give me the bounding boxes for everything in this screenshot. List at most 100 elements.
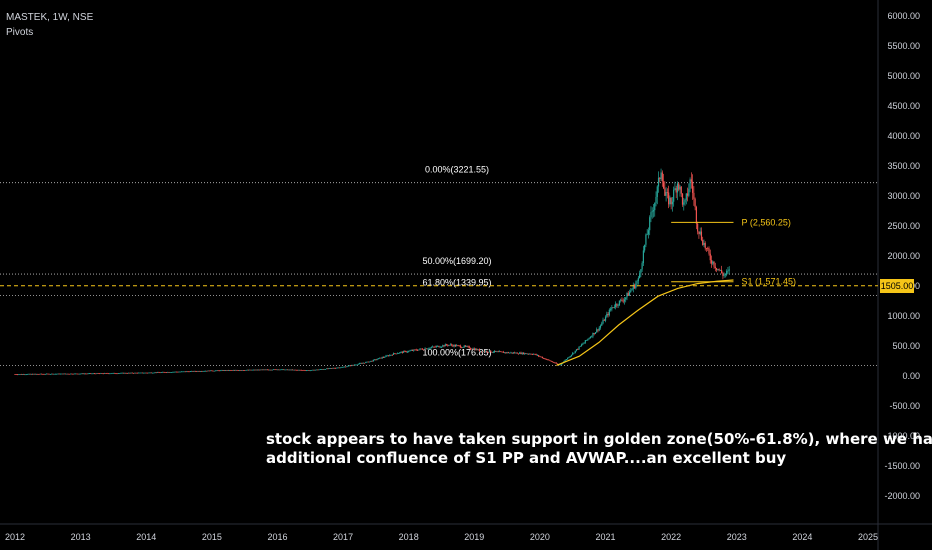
candle-body bbox=[717, 269, 719, 270]
candle-body bbox=[285, 369, 287, 371]
candle-body bbox=[122, 372, 125, 374]
candle-body bbox=[617, 305, 619, 306]
candle-body bbox=[517, 353, 520, 355]
candle-body bbox=[444, 344, 446, 347]
candle-body bbox=[100, 373, 102, 374]
candle-body bbox=[144, 372, 146, 374]
candle-body bbox=[192, 371, 194, 372]
candle-body bbox=[669, 197, 671, 205]
candle-body bbox=[420, 348, 422, 350]
candle-body bbox=[207, 370, 209, 372]
candle-body bbox=[299, 369, 301, 371]
candle-body bbox=[662, 181, 665, 189]
candle-body bbox=[209, 370, 212, 372]
y-tick-label: -1500.00 bbox=[884, 461, 920, 471]
candle-body bbox=[671, 201, 674, 205]
candle-body bbox=[47, 373, 49, 375]
candle-body bbox=[660, 172, 662, 180]
candle-body bbox=[683, 202, 685, 205]
candle-body bbox=[151, 372, 154, 374]
candle-body bbox=[530, 353, 532, 355]
annotation-line-2: additional confluence of S1 PP and AVWAP… bbox=[266, 449, 787, 467]
candle-body bbox=[270, 369, 272, 371]
candle-body bbox=[302, 370, 304, 371]
candle-body bbox=[646, 234, 648, 236]
candle-body bbox=[225, 370, 227, 372]
candle-body bbox=[294, 369, 296, 371]
y-tick-label: 1000.00 bbox=[887, 311, 920, 321]
candle-body bbox=[432, 346, 434, 348]
candle-body bbox=[380, 357, 382, 359]
candle-body bbox=[591, 336, 593, 338]
candle-body bbox=[44, 374, 46, 375]
candle-body bbox=[650, 212, 652, 218]
candle-body bbox=[692, 181, 694, 193]
candle-body bbox=[80, 373, 82, 375]
candle-body bbox=[175, 371, 178, 373]
y-tick-label: 6000.00 bbox=[887, 11, 920, 21]
candle-body bbox=[609, 309, 612, 311]
candle-body bbox=[314, 369, 316, 371]
candle-body bbox=[280, 369, 282, 371]
candle-body bbox=[496, 351, 498, 353]
candle-body bbox=[125, 372, 127, 374]
candle-body bbox=[226, 370, 228, 371]
candle-body bbox=[506, 352, 508, 354]
candle-body bbox=[379, 357, 381, 359]
candle-body bbox=[127, 372, 130, 374]
candle-body bbox=[109, 373, 111, 375]
candle-body bbox=[699, 231, 701, 234]
candle-body bbox=[111, 373, 113, 374]
candle-body bbox=[40, 373, 43, 375]
candle-body bbox=[158, 372, 160, 373]
candle-body bbox=[170, 372, 173, 373]
candle-body bbox=[649, 217, 651, 231]
candle-body bbox=[498, 351, 501, 353]
candle-body bbox=[45, 373, 48, 375]
candle-body bbox=[548, 359, 550, 361]
candle-body bbox=[319, 369, 321, 370]
candle-body bbox=[116, 373, 118, 375]
candle-body bbox=[500, 351, 502, 353]
candle-body bbox=[456, 345, 458, 347]
candle-body bbox=[615, 303, 617, 308]
candle-body bbox=[710, 260, 713, 264]
candle-body bbox=[583, 342, 585, 344]
candle-body bbox=[43, 373, 45, 375]
candle-body bbox=[259, 369, 261, 371]
candle-body bbox=[675, 188, 677, 193]
candle-body bbox=[339, 367, 342, 369]
candle-body bbox=[307, 370, 309, 371]
candle-body bbox=[216, 370, 218, 372]
candle-body bbox=[96, 373, 98, 374]
candle-body bbox=[628, 291, 631, 296]
candle-body bbox=[454, 344, 456, 347]
candle-body bbox=[356, 364, 358, 366]
y-tick-label: 0.00 bbox=[902, 371, 920, 381]
candle-body bbox=[133, 372, 135, 374]
candle-body bbox=[536, 355, 538, 356]
candle-body bbox=[608, 309, 610, 316]
candle-body bbox=[681, 193, 684, 205]
candle-body bbox=[637, 278, 639, 282]
candle-body bbox=[360, 363, 362, 364]
candle-body bbox=[81, 373, 83, 375]
candle-body bbox=[377, 358, 380, 360]
candle-body bbox=[215, 370, 217, 372]
candle-body bbox=[399, 352, 401, 354]
candle-body bbox=[298, 369, 300, 371]
candle-body bbox=[448, 344, 450, 346]
candle-body bbox=[146, 372, 149, 374]
candle-body bbox=[168, 371, 170, 373]
candle-body bbox=[579, 345, 581, 347]
candle-body bbox=[437, 345, 439, 347]
candle-body bbox=[160, 372, 162, 373]
candle-body bbox=[95, 373, 97, 375]
avwap-line bbox=[556, 279, 734, 366]
candle-body bbox=[459, 345, 462, 348]
candle-body bbox=[90, 373, 92, 375]
candle-body bbox=[87, 373, 89, 375]
candle-body bbox=[655, 196, 657, 204]
fib-label: 100.00%(176.85) bbox=[422, 347, 491, 357]
